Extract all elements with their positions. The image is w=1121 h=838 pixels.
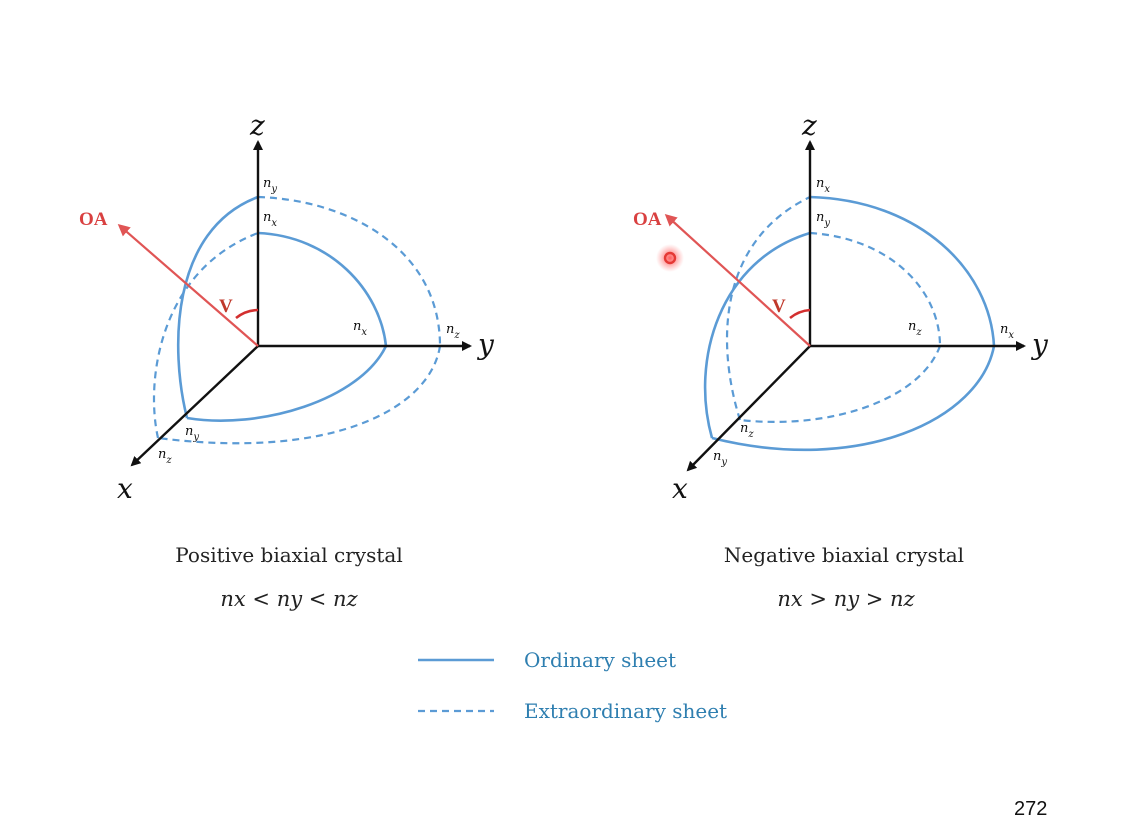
right-y-outer-label: nx (1000, 322, 1014, 341)
right-z-inner-label: ny (816, 210, 830, 229)
left-z-solid-arc (257, 231, 388, 347)
right-optic-axis (664, 213, 811, 347)
left-angle-arc (235, 308, 259, 320)
left-x-axis-title: x (117, 472, 133, 505)
right-x-axis-title: x (672, 472, 688, 505)
right-x-solid-arc (703, 231, 811, 439)
left-optic-axis (117, 224, 259, 347)
left-z-axis-title: z (249, 109, 265, 142)
right-x-axis (686, 345, 811, 472)
right-x-inner-label: nz (740, 421, 754, 440)
left-z-dashed-arc (257, 195, 442, 347)
left-y-dashed-arc (157, 345, 442, 445)
left-x-inner-label: ny (185, 424, 199, 443)
negative-biaxial-diagram: OA V z y x nx ny nz nx nz ny Negative bi… (633, 109, 1049, 611)
right-z-dashed-arc (809, 231, 942, 347)
right-y-solid-arc (711, 345, 996, 452)
page-number: 272 (1014, 798, 1047, 820)
left-caption: Positive biaxial crystal (175, 543, 402, 567)
left-x-dashed-arc (152, 231, 259, 439)
left-x-solid-arc (176, 195, 259, 419)
right-relation: nx > ny > nz (777, 587, 915, 611)
cursor-pointer-icon (656, 244, 684, 272)
right-angle-label: V (772, 296, 786, 317)
right-z-axis-title: z (801, 109, 817, 142)
positive-biaxial-diagram: OA V z y x ny nx nx nz ny nz Positive bi… (79, 109, 495, 611)
left-x-axis (130, 345, 259, 467)
right-caption: Negative biaxial crystal (724, 543, 964, 567)
right-y-inner-label: nz (908, 319, 922, 338)
left-z-outer-label: ny (263, 176, 277, 195)
legend-solid-label: Ordinary sheet (524, 648, 676, 672)
left-relation: nx < ny < nz (220, 587, 358, 611)
right-z-outer-label: nx (816, 176, 830, 195)
legend-dashed-label: Extraordinary sheet (524, 699, 727, 723)
left-x-outer-label: nz (158, 447, 172, 466)
left-z-inner-label: nx (263, 210, 277, 229)
right-y-dashed-arc (739, 345, 942, 424)
right-y-axis-title: y (1030, 328, 1049, 361)
right-x-outer-label: ny (713, 449, 727, 468)
left-y-outer-label: nz (446, 322, 460, 341)
left-angle-label: V (219, 296, 233, 317)
left-y-axis-title: y (476, 328, 495, 361)
right-x-dashed-arc (726, 196, 811, 421)
left-oa-label: OA (79, 209, 108, 230)
right-z-solid-arc (809, 195, 996, 347)
left-y-inner-label: nx (353, 319, 367, 338)
right-oa-label: OA (633, 209, 662, 230)
legend: Ordinary sheet Extraordinary sheet (418, 648, 727, 723)
left-y-solid-arc (186, 345, 388, 422)
right-angle-arc (789, 308, 811, 320)
